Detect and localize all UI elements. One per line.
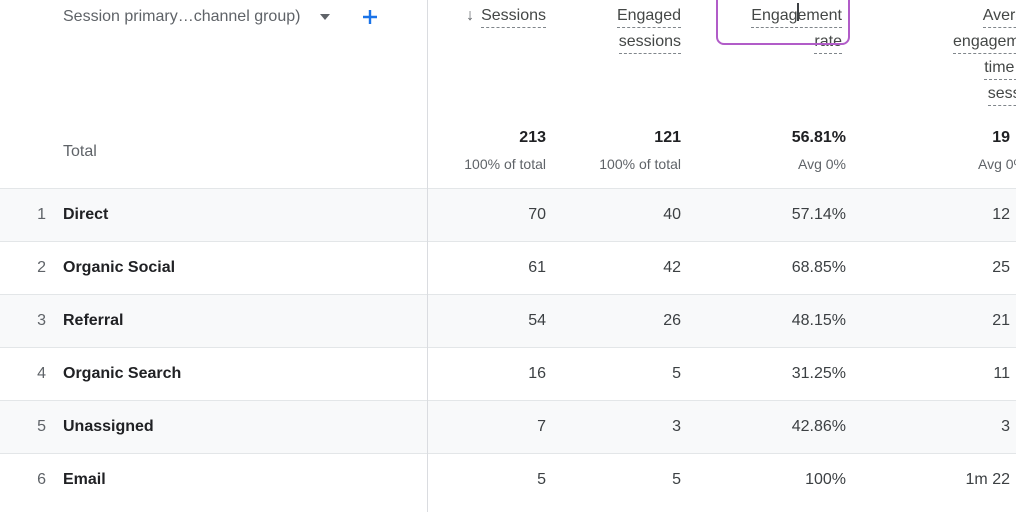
engaged-sessions-value: 42 [663,259,681,276]
dimension-metrics-divider [427,0,428,512]
row-number: 1 [37,206,46,223]
dimension-selector[interactable]: Session primary…channel group) [63,6,380,28]
total-avg-engagement-time-value: 19 [992,129,1010,146]
sort-descending-icon: ↓ [466,7,475,24]
channel-name: Organic Search [63,365,182,382]
channel-name: Direct [63,206,109,223]
total-sessions: 213 100% of total [427,115,546,188]
channel-name: Email [63,471,106,488]
engaged-sessions-value: 5 [672,471,681,488]
channel-name: Unassigned [63,418,154,435]
engagement-rate-value: 48.15% [791,312,846,329]
total-engaged-sessions: 121 100% of total [546,115,681,188]
row-number: 6 [37,471,46,488]
table-row: 3 Referral 54 26 48.15% 21 [0,294,1016,347]
engaged-sessions-value: 26 [663,312,681,329]
totals-label: Total [63,142,97,160]
total-engagement-rate-sub: Avg 0% [798,156,846,172]
total-avg-engagement-time-sub: Avg 0% [978,156,1016,172]
avg-engagement-time-value: 1m 22 [965,471,1010,488]
table-row: 4 Organic Search 16 5 31.25% 11 [0,347,1016,400]
totals-spacer-cell [0,115,55,188]
engagement-rate-value: 57.14% [791,206,846,223]
avg-engagement-time-value: 21 [992,312,1010,329]
text-cursor [797,3,799,21]
row-number-header-cell [0,0,55,115]
add-dimension-plus-icon[interactable] [360,7,380,27]
column-header-sessions[interactable]: ↓ Sessions [427,0,546,115]
engagement-rate-value: 100% [805,471,846,488]
table-row: 2 Organic Social 61 42 68.85% 25 [0,241,1016,294]
totals-row: Total 213 100% of total 121 100% of tota… [0,115,1016,188]
table-row: 6 Email 5 5 100% 1m 22 [0,453,1016,506]
column-header-engaged-sessions[interactable]: Engaged sessions [546,0,681,115]
sessions-value: 16 [528,365,546,382]
channel-name: Organic Social [63,259,176,276]
row-number: 4 [37,365,46,382]
table-header-row: Session primary…channel group) ↓ Sessions… [0,0,1016,115]
sessions-value: 54 [528,312,546,329]
total-sessions-sub: 100% of total [464,156,546,172]
column-header-engagement-rate[interactable]: Engagement rate [681,0,846,115]
sessions-value: 70 [528,206,546,223]
avg-engagement-time-value: 3 [1001,418,1010,435]
engagement-rate-value: 31.25% [791,365,846,382]
engaged-sessions-value: 5 [672,365,681,382]
avg-engagement-time-value: 25 [992,259,1010,276]
dimension-label[interactable]: Session primary…channel group) [63,8,301,25]
row-number: 5 [37,418,46,435]
row-number: 3 [37,312,46,329]
column-header-avg-engagement-time[interactable]: Average engagement time per session [846,0,1016,115]
engagement-rate-value: 42.86% [791,418,846,435]
dimension-header-cell: Session primary…channel group) [55,0,427,115]
total-engagement-rate: 56.81% Avg 0% [681,115,846,188]
chevron-down-icon[interactable] [320,14,331,20]
total-sessions-value: 213 [519,129,546,146]
total-engagement-rate-value: 56.81% [791,129,846,146]
engaged-sessions-value: 40 [663,206,681,223]
table-row: 5 Unassigned 7 3 42.86% 3 [0,400,1016,453]
sessions-value: 61 [528,259,546,276]
total-engaged-sessions-value: 121 [654,129,681,146]
sessions-value: 5 [537,471,546,488]
channel-name: Referral [63,312,124,329]
sessions-value: 7 [537,418,546,435]
total-engaged-sessions-sub: 100% of total [599,156,681,172]
engagement-rate-value: 68.85% [791,259,846,276]
avg-engagement-time-value: 11 [993,365,1010,382]
avg-engagement-time-value: 12 [992,206,1010,223]
table-row: 1 Direct 70 40 57.14% 12 [0,188,1016,241]
row-number: 2 [37,259,46,276]
total-avg-engagement-time: 19 Avg 0% [846,115,1016,188]
engaged-sessions-value: 3 [672,418,681,435]
